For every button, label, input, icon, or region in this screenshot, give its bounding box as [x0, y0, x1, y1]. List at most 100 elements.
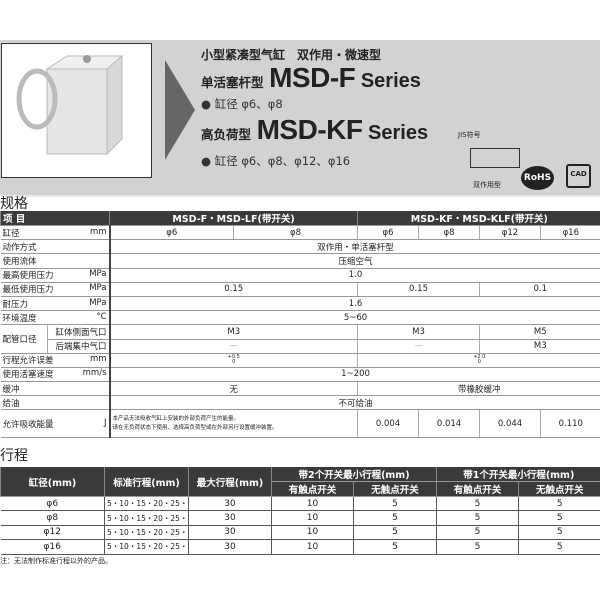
table-row: 允许吸收能量 J 本产品无法吸收气缸上安装的外部负荷产生的能量。 请在无负荷状态下使用… [0, 409, 600, 439]
table-cell: 最低使用压力 MPa [0, 282, 111, 297]
rohs-icon: RoHS [521, 166, 554, 190]
table-cell: 5・10・15・20・25・30 [104, 496, 189, 512]
table-cell: — [108, 339, 358, 354]
stroke-note: 注：无法制作标准行程以外的产品。 [0, 557, 112, 565]
table-cell: 行程允许误差 mm [0, 353, 111, 368]
table-cell: 使用活塞速度 mm/s [0, 367, 111, 383]
table-cell: 10 [271, 539, 354, 555]
stroke-title: 行程 [0, 448, 28, 464]
table-cell: 30 [188, 496, 272, 512]
table-cell: 30 [188, 510, 272, 526]
spec-table: 项 目 MSD-F・MSD-LF(带开关) MSD-KF・MSD-KLF(带开关) … [0, 211, 600, 439]
table-row: 耐压力 MPa 1.6 [0, 296, 600, 312]
table-cell: 5 [518, 510, 600, 526]
table-cell: 双作用・单活塞杆型 [108, 239, 600, 255]
table-row: 配管口径 缸体侧面气口 M3 M3 M5 [0, 324, 600, 354]
table-cell: 1.6 [108, 296, 600, 312]
jis-label: JIS符号 [458, 131, 481, 139]
table-cell: φ16 [0, 539, 105, 555]
table-cell: φ6 [0, 496, 105, 512]
table-cell: 给油 [0, 395, 111, 411]
table-cell: 项 目 [0, 211, 110, 226]
table-cell: 5 [436, 539, 519, 555]
table-row: 使用活塞速度 mm/s 1~200 [0, 367, 600, 383]
bore-msd-kf: ● 缸径 φ6、φ8、φ12、φ16 [201, 154, 351, 168]
table-cell: MSD-F・MSD-LF(带开关) [108, 211, 358, 226]
table-cell: 10 [271, 510, 354, 526]
table-cell: 带1个开关最小行程(mm) [436, 467, 600, 482]
series-msd-f: 单活塞杆型 MSD-F Series [201, 62, 421, 93]
table-cell: φ6 [357, 225, 419, 241]
subtitle: 小型紧凑型气缸 双作用・微速型 [201, 48, 382, 62]
table-cell: 5 [353, 496, 437, 512]
table-cell: 30 [188, 525, 272, 541]
table-cell: φ12 [479, 225, 541, 241]
table-cell: 带2个开关最小行程(mm) [271, 467, 437, 482]
table-cell: MSD-KF・MSD-KLF(带开关) [357, 211, 600, 226]
table-row: φ6 5・10・15・20・25・30 30 10 5 5 5 [0, 496, 600, 512]
table-row: 最低使用压力 MPa 0.15 0.15 0.1 [0, 282, 600, 297]
table-cell: 5 [518, 525, 600, 541]
table-cell: 最大行程(mm) [188, 467, 272, 497]
cad-icon[interactable]: CAD [566, 164, 591, 188]
table-cell: M5 [479, 324, 600, 340]
table-cell: φ8 [232, 225, 358, 241]
table-cell: 不可给油 [108, 395, 600, 411]
table-cell: 5 [518, 496, 600, 512]
table-row: 行程允许误差 mm +0.5 0 +2.0 0 [0, 353, 600, 368]
table-row: 后端集中气口 — — M3 [1, 339, 600, 354]
table-cell: 耐压力 MPa [0, 296, 111, 312]
table-cell: 环境温度 °C [0, 310, 111, 326]
product-photo [1, 43, 152, 178]
table-row: 动作方式 双作用・单活塞杆型 [0, 239, 600, 255]
table-cell: 5・10・15・20・25・30 [104, 539, 189, 555]
table-cell: 缸径(mm) [0, 467, 105, 497]
table-cell: 本产品无法吸收气缸上安装的外部负荷产生的能量。 请在无负荷状态下使用、选择高负荷型… [108, 409, 358, 439]
table-cell: 允许吸收能量 J [0, 409, 111, 439]
table-cell: 压缩空气 [108, 253, 600, 269]
table-cell: 10 [271, 496, 354, 512]
table-cell: M3 [479, 339, 600, 354]
table-cell: 5 [353, 510, 437, 526]
table-cell: 无触点开关 [353, 481, 437, 497]
table-cell: 10 [271, 525, 354, 541]
table-cell: — [357, 339, 480, 354]
arrow-shape [165, 60, 195, 160]
table-cell: 无触点开关 [518, 481, 600, 497]
table-row: φ16 5・10・15・20・25・30 30 10 5 5 5 [0, 539, 600, 555]
jis-symbol-icon [470, 148, 520, 168]
spec-title: 规格 [0, 196, 28, 212]
table-cell: 5・10・15・20・25・30 [104, 525, 189, 541]
table-cell: M3 [108, 324, 358, 340]
table-cell: 缓冲 [0, 381, 111, 397]
table-row: φ12 5・10・15・20・25・30 30 10 5 5 5 [0, 525, 600, 541]
table-cell: 配管口径 [0, 324, 48, 354]
table-cell: φ8 [0, 510, 105, 526]
series-msd-kf: 高负荷型 MSD-KF Series [201, 114, 429, 145]
table-cell: 后端集中气口 [47, 339, 111, 354]
table-cell: M3 [357, 324, 480, 340]
symbol-label: 双作用型 [473, 181, 501, 189]
table-row: φ8 5・10・15・20・25・30 30 10 5 5 5 [0, 510, 600, 526]
table-cell: 0.1 [479, 282, 600, 297]
table-cell: φ6 [109, 225, 234, 241]
table-cell: 缸径 mm [0, 225, 111, 241]
table-cell: 1.0 [108, 268, 600, 283]
table-cell: +0.5 0 [108, 353, 358, 368]
table-row: 给油 不可给油 [0, 395, 600, 411]
table-cell: 最高使用压力 MPa [0, 268, 111, 283]
table-cell: 5 [436, 496, 519, 512]
table-cell: 0.15 [357, 282, 480, 297]
table-cell: 0.044 [479, 409, 541, 439]
table-cell: 无 [108, 381, 358, 397]
table-cell: 5 [436, 525, 519, 541]
table-cell: 带橡胶缓冲 [357, 381, 600, 397]
table-cell: φ8 [418, 225, 480, 241]
stroke-table: 缸径(mm) 标准行程(mm) 最大行程(mm) 带2个开关最小行程(mm) 带1个开关… [0, 467, 600, 555]
table-cell: 标准行程(mm) [104, 467, 189, 497]
table-cell: +2.0 0 [357, 353, 600, 368]
table-cell: 使用流体 [0, 253, 111, 269]
table-cell: 缸体侧面气口 [47, 324, 111, 340]
table-cell: 5 [353, 525, 437, 541]
table-cell: 0.110 [540, 409, 600, 439]
